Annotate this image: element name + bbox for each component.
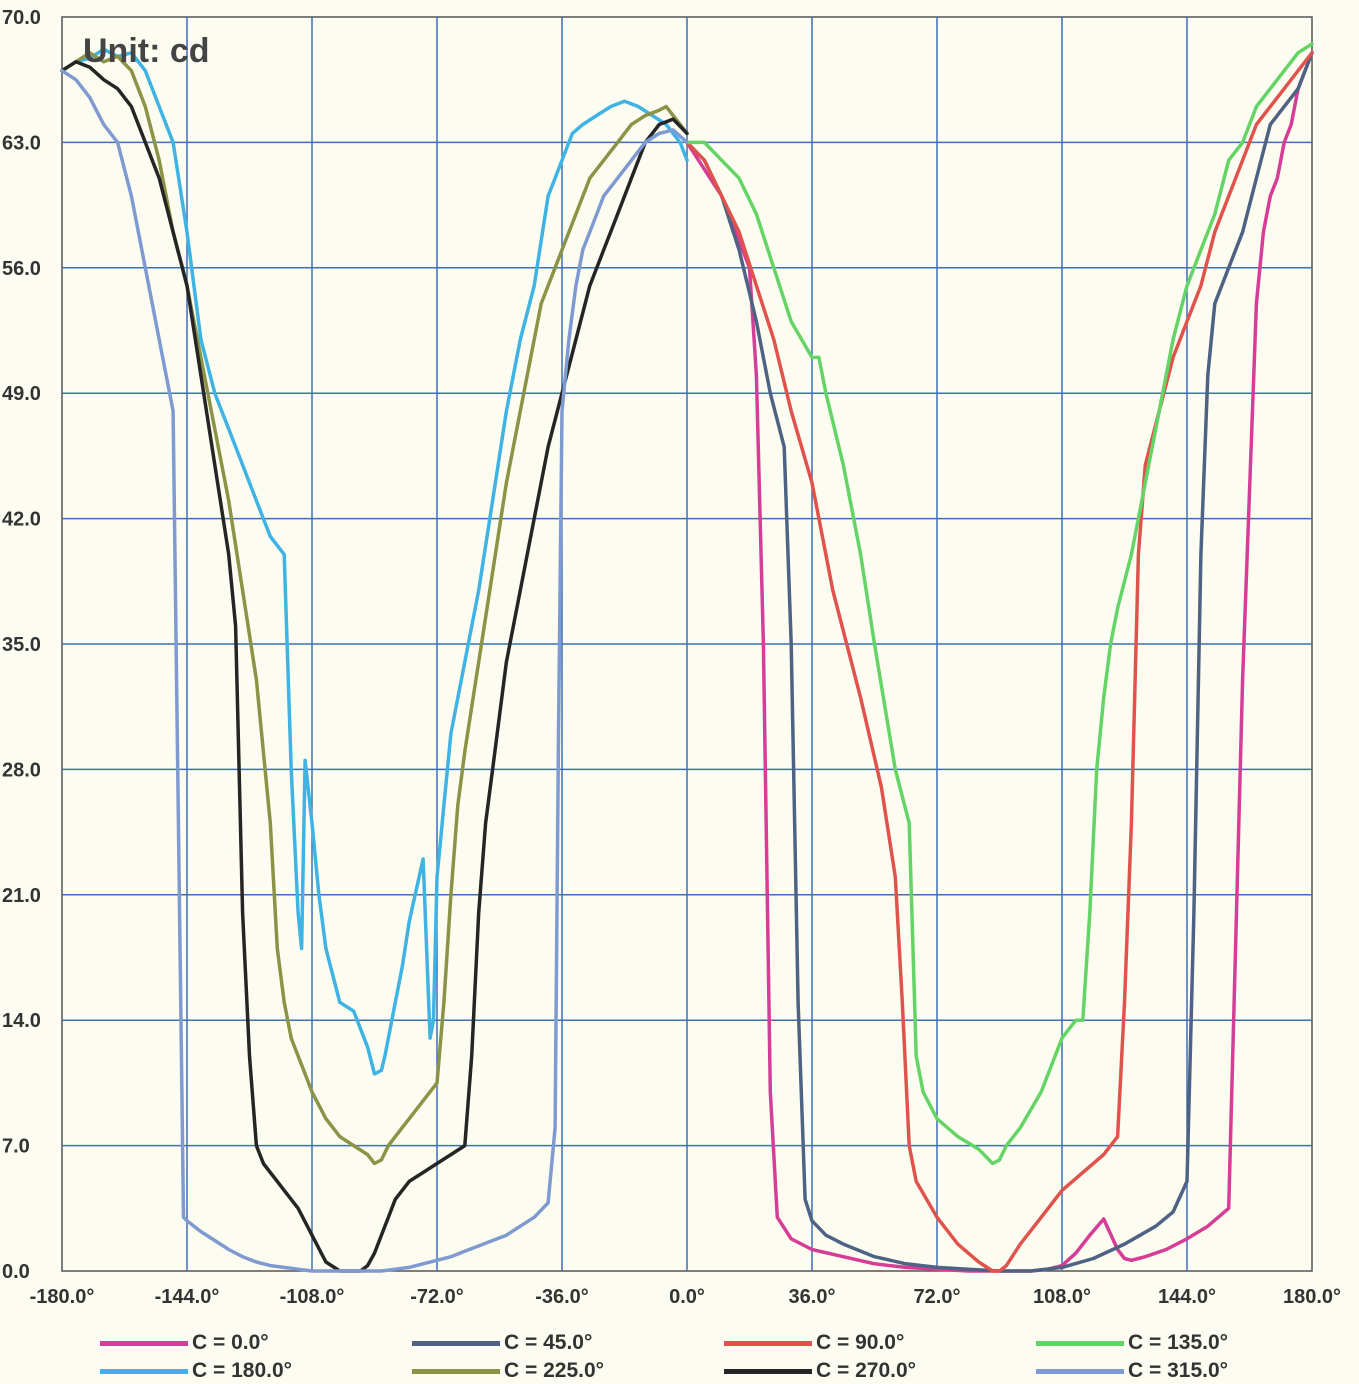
legend-item: C = 180.0°	[100, 1358, 412, 1384]
legend-item: C = 225.0°	[412, 1358, 724, 1384]
legend-swatch	[1036, 1340, 1124, 1346]
y-tick-label: 70.0	[2, 7, 41, 29]
series-line-6	[60, 60, 689, 1273]
series-lines	[60, 42, 1314, 1273]
x-tick-label: 0.0°	[669, 1286, 705, 1308]
legend-label: C = 90.0°	[816, 1331, 905, 1354]
y-tick-label: 35.0	[2, 634, 41, 656]
legend-item: C = 270.0°	[724, 1358, 1036, 1384]
x-tick-label: 144.0°	[1158, 1286, 1216, 1308]
y-tick-label: 7.0	[2, 1136, 30, 1158]
legend-swatch	[724, 1368, 812, 1374]
unit-label: Unit: cd	[83, 32, 210, 70]
y-tick-label: 14.0	[2, 1010, 41, 1032]
legend-item: C = 0.0°	[100, 1330, 412, 1356]
legend-item: C = 135.0°	[1036, 1330, 1340, 1356]
x-tick-label: -144.0°	[155, 1286, 220, 1308]
legend-swatch	[412, 1340, 500, 1346]
x-tick-label: -36.0°	[535, 1286, 589, 1308]
legend-label: C = 45.0°	[504, 1331, 593, 1354]
x-tick-label: -72.0°	[410, 1286, 464, 1308]
series-line-4	[60, 47, 689, 1076]
x-tick-label: 72.0°	[914, 1286, 961, 1308]
legend-label: C = 135.0°	[1128, 1331, 1229, 1354]
x-tick-label: 180.0°	[1283, 1286, 1341, 1308]
legend-item: C = 315.0°	[1036, 1358, 1340, 1384]
legend-label: C = 180.0°	[192, 1359, 293, 1382]
x-tick-label: 108.0°	[1033, 1286, 1091, 1308]
y-tick-label: 63.0	[2, 132, 41, 154]
legend-swatch	[1036, 1368, 1124, 1374]
chart-legend: C = 0.0° C = 45.0° C = 90.0° C = 135.0° C = …	[100, 1330, 1340, 1384]
legend-label: C = 225.0°	[504, 1359, 605, 1382]
y-tick-label: 42.0	[2, 509, 41, 531]
legend-swatch	[412, 1368, 500, 1374]
legend-item: C = 45.0°	[412, 1330, 724, 1356]
legend-item: C = 90.0°	[724, 1330, 1036, 1356]
legend-swatch	[100, 1340, 188, 1346]
series-line-1	[685, 51, 1314, 1273]
series-line-3	[685, 42, 1314, 1166]
x-tick-label: 36.0°	[789, 1286, 836, 1308]
series-line-2	[685, 51, 1314, 1273]
legend-swatch	[724, 1340, 812, 1346]
series-line-0	[685, 51, 1314, 1273]
y-axis-tick-labels: 0.0 7.0 14.0 21.0 28.0 35.0 42.0 49.0 56.0 63.0 70…	[2, 7, 41, 1283]
x-axis-tick-labels: -180.0° -144.0° -108.0° -72.0° -36.0° 0.0° 36.…	[30, 1286, 1341, 1308]
y-tick-label: 49.0	[2, 383, 41, 405]
x-tick-label: -180.0°	[30, 1286, 95, 1308]
y-tick-label: 56.0	[2, 258, 41, 280]
y-tick-label: 0.0	[2, 1261, 30, 1283]
legend-label: C = 270.0°	[816, 1359, 917, 1382]
series-line-7	[60, 68, 689, 1273]
legend-swatch	[100, 1368, 188, 1374]
y-tick-label: 21.0	[2, 885, 41, 907]
legend-label: C = 315.0°	[1128, 1359, 1229, 1382]
y-tick-label: 28.0	[2, 759, 41, 781]
x-tick-label: -108.0°	[280, 1286, 345, 1308]
legend-label: C = 0.0°	[192, 1331, 269, 1354]
